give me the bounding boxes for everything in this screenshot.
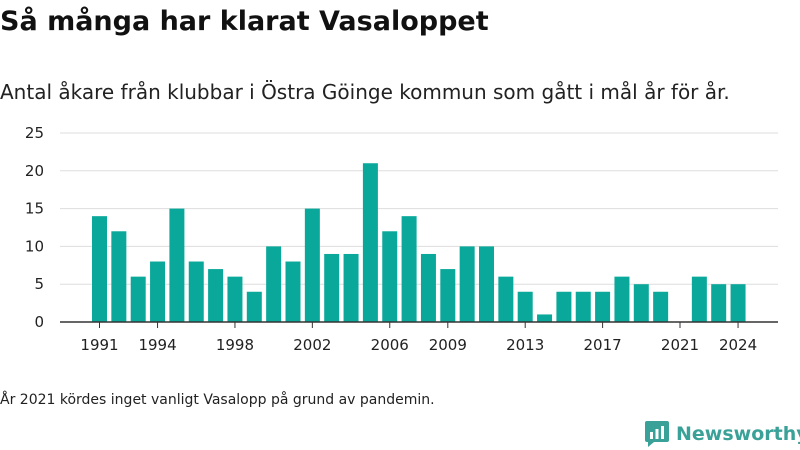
bar-2001 bbox=[285, 261, 301, 322]
chart-footnote: År 2021 kördes inget vanligt Vasalopp på… bbox=[0, 392, 435, 408]
bar-2018 bbox=[614, 276, 630, 322]
bar-2019 bbox=[633, 284, 649, 322]
y-tick-label: 10 bbox=[25, 237, 44, 255]
x-tick-label: 1994 bbox=[138, 336, 176, 354]
bar-2000 bbox=[266, 246, 282, 322]
bar-1997 bbox=[208, 269, 224, 322]
bar-2023 bbox=[711, 284, 727, 322]
bar-1996 bbox=[188, 261, 204, 322]
x-tick-label: 2006 bbox=[371, 336, 409, 354]
bar-1999 bbox=[246, 291, 262, 322]
bar-2016 bbox=[575, 291, 591, 322]
bar-2015 bbox=[556, 291, 572, 322]
bar-chart: 0 5 10 15 20 25 1991 1994 1998 2002 2006 2009 2013 20… bbox=[25, 124, 778, 354]
x-tick-label: 2021 bbox=[661, 336, 699, 354]
chart-title: Så många har klarat Vasaloppet bbox=[0, 6, 489, 37]
bar-1991 bbox=[92, 216, 107, 322]
bar-2009 bbox=[440, 269, 456, 322]
x-tick-label: 1991 bbox=[80, 336, 118, 354]
bar-2004 bbox=[343, 253, 359, 322]
bar-1994 bbox=[150, 261, 166, 322]
y-tick-label: 20 bbox=[25, 162, 44, 180]
bar-2010 bbox=[459, 246, 475, 322]
chart-subtitle: Antal åkare från klubbar i Östra Göinge … bbox=[0, 80, 730, 104]
x-tick-label: 2013 bbox=[506, 336, 544, 354]
bar-2017 bbox=[595, 291, 611, 322]
bar-2008 bbox=[420, 253, 436, 322]
bar-2003 bbox=[324, 253, 340, 322]
bar-2012 bbox=[498, 276, 514, 322]
bar-2013 bbox=[517, 291, 533, 322]
y-tick-label: 5 bbox=[34, 275, 44, 293]
bar-2011 bbox=[479, 246, 494, 322]
newsworthy-logo-icon bbox=[645, 421, 669, 447]
y-tick-label: 15 bbox=[25, 200, 44, 218]
bar-2007 bbox=[401, 216, 417, 322]
bar-2005 bbox=[362, 163, 378, 322]
brand-name: Newsworthy bbox=[676, 423, 800, 445]
bar-2014 bbox=[537, 314, 553, 322]
bar-1993 bbox=[130, 276, 146, 322]
bar-1998 bbox=[227, 276, 243, 322]
bar-2002 bbox=[304, 208, 320, 322]
y-tick-label: 0 bbox=[34, 313, 44, 331]
bar-2024 bbox=[730, 284, 746, 322]
x-tick-label: 2002 bbox=[293, 336, 331, 354]
x-tick-label: 2017 bbox=[584, 336, 622, 354]
bar-1992 bbox=[111, 231, 127, 322]
y-tick-label: 25 bbox=[25, 124, 44, 142]
x-tick-label: 2009 bbox=[429, 336, 467, 354]
bar-2022 bbox=[691, 276, 707, 322]
x-tick-label: 1998 bbox=[216, 336, 254, 354]
brand-logo: Newsworthy bbox=[644, 420, 800, 448]
bar-2020 bbox=[653, 291, 669, 322]
x-tick-label: 2024 bbox=[719, 336, 757, 354]
bar-2006 bbox=[382, 231, 398, 322]
bar-1995 bbox=[169, 208, 185, 322]
